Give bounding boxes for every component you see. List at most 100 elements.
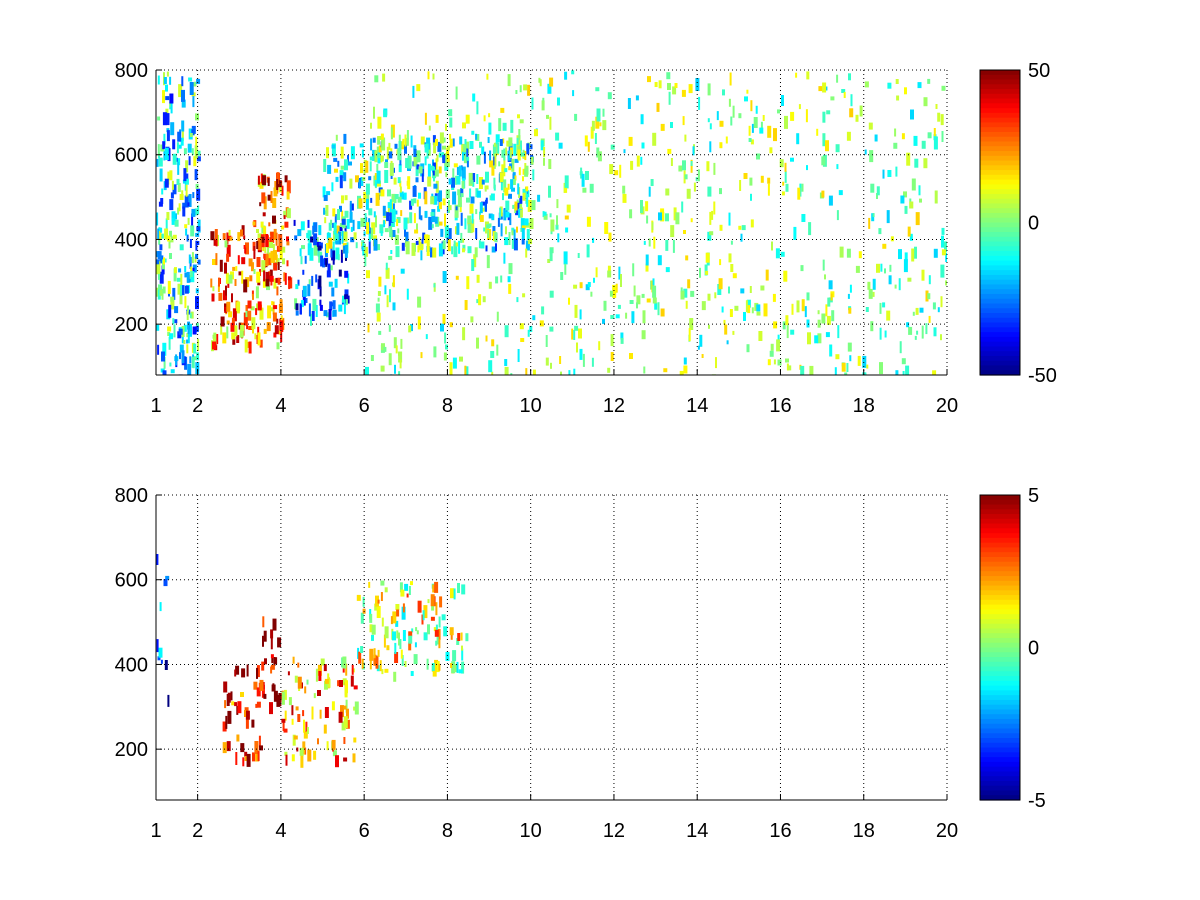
heatmap-cell — [437, 141, 442, 152]
heatmap-cell — [456, 167, 459, 175]
heatmap-cell — [921, 140, 926, 149]
heatmap-cell — [631, 311, 635, 324]
heatmap-cell — [595, 87, 600, 92]
heatmap-cell — [449, 117, 453, 128]
colorbar-segment — [980, 590, 1020, 596]
heatmap-cell — [726, 340, 729, 345]
heatmap-cell — [937, 112, 941, 122]
heatmap-cell — [385, 267, 390, 279]
heatmap-cell — [521, 238, 525, 245]
heatmap-cell — [872, 278, 876, 290]
heatmap-cell — [340, 705, 344, 718]
heatmap-cell — [343, 133, 347, 144]
heatmap-cell — [406, 593, 409, 598]
heatmap-cell — [188, 323, 192, 337]
heatmap-cell — [686, 188, 691, 199]
heatmap-cell — [257, 751, 260, 762]
heatmap-cell — [288, 697, 292, 706]
x-tick-label: 2 — [192, 395, 203, 417]
x-tick-label: 8 — [442, 820, 453, 842]
heatmap-cell — [573, 368, 576, 375]
heatmap-cell — [295, 310, 299, 316]
heatmap-cell — [427, 176, 432, 187]
heatmap-cell — [413, 213, 416, 224]
heatmap-cell — [377, 291, 381, 296]
heatmap-cell — [474, 247, 478, 258]
heatmap-cell — [358, 198, 363, 209]
heatmap-cell — [642, 310, 646, 324]
heatmap-cell — [433, 283, 436, 288]
heatmap-cell — [479, 215, 484, 222]
heatmap-cell — [345, 680, 348, 694]
heatmap-cell — [455, 86, 458, 100]
heatmap-cell — [441, 614, 446, 621]
heatmap-cell — [775, 248, 780, 259]
heatmap-cell — [518, 129, 521, 140]
heatmap-cell — [615, 314, 620, 319]
heatmap-cell — [332, 251, 335, 265]
heatmap-cell — [462, 244, 466, 251]
heatmap-cell — [257, 175, 260, 185]
heatmap-cell — [172, 153, 177, 165]
heatmap-cell — [739, 180, 742, 191]
heatmap-cell — [772, 293, 776, 302]
heatmap-cell — [740, 233, 743, 242]
heatmap-cell — [793, 226, 797, 240]
y-tick-label: 600 — [115, 570, 148, 592]
heatmap-cell — [375, 303, 380, 313]
heatmap-cell — [391, 203, 395, 214]
heatmap-cell — [296, 747, 299, 752]
heatmap-cell — [232, 308, 237, 322]
heatmap-cell — [579, 348, 583, 360]
heatmap-cell — [475, 134, 480, 141]
colorbar-segment — [980, 336, 1020, 343]
heatmap-cell — [192, 264, 197, 273]
heatmap-cell — [901, 133, 905, 140]
heatmap-cell — [444, 213, 446, 227]
x-tick-label: 20 — [936, 820, 958, 842]
heatmap-cell — [593, 277, 595, 283]
heatmap-cell — [876, 263, 880, 273]
heatmap-cell — [740, 288, 745, 294]
heatmap-cell — [189, 133, 193, 137]
colorbar-segment — [980, 246, 1020, 252]
heatmap-cell — [550, 362, 552, 369]
heatmap-cell — [217, 234, 219, 246]
heatmap-cell — [893, 142, 898, 149]
heatmap-cell — [224, 262, 227, 274]
heatmap-cell — [515, 90, 518, 94]
heatmap-cell — [630, 160, 634, 170]
colorbar-segment — [980, 332, 1020, 338]
heatmap-cell — [941, 85, 946, 91]
heatmap-cell — [263, 328, 267, 334]
heatmap-cell — [323, 724, 327, 734]
heatmap-cell — [169, 199, 174, 211]
heatmap-cell — [261, 661, 265, 671]
heatmap-cell — [907, 226, 911, 237]
heatmap-cell — [256, 271, 261, 283]
heatmap-cell — [169, 362, 172, 367]
colorbar-segment — [980, 699, 1020, 706]
heatmap-cell — [499, 139, 503, 146]
heatmap-cell — [195, 113, 199, 121]
colorbar-segment — [980, 761, 1020, 768]
heatmap-cell — [264, 246, 267, 253]
heatmap-cell — [276, 179, 279, 190]
heatmap-cell — [405, 231, 409, 243]
heatmap-cell — [674, 83, 678, 88]
heatmap-cell — [334, 214, 337, 225]
heatmap-cell — [161, 265, 165, 275]
heatmap-cell — [510, 119, 514, 133]
heatmap-cell — [163, 133, 166, 141]
heatmap-cell — [158, 273, 160, 280]
heatmap-cell — [430, 616, 435, 621]
heatmap-cell — [925, 290, 929, 302]
heatmap-cell — [286, 191, 290, 200]
heatmap-cell — [286, 260, 289, 267]
heatmap-cell — [240, 325, 245, 331]
heatmap-cell — [602, 318, 605, 324]
heatmap-cell — [507, 74, 511, 87]
heatmap-cell — [394, 652, 399, 663]
heatmap-cell — [191, 148, 194, 156]
heatmap-cell — [705, 270, 709, 275]
